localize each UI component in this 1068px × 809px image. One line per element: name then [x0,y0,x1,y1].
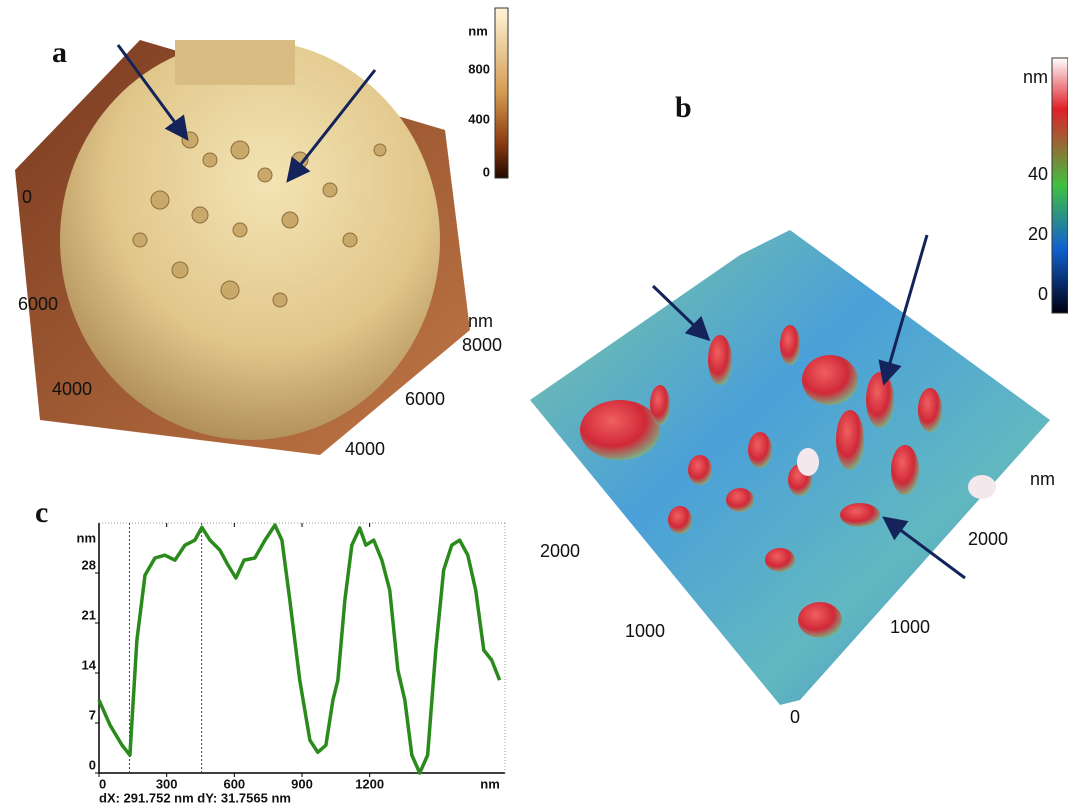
panel-label: a [52,36,67,69]
y-tick-label: 0 [89,757,96,772]
axis-tick: 4000 [52,379,92,399]
x-tick-label: 900 [291,776,313,791]
panel-b-image [530,57,1068,705]
colorbar-tick: 20 [1028,224,1048,244]
colorbar-tick: 40 [1028,164,1048,184]
axis-tick: 4000 [345,439,385,459]
axis-tick: 8000 [462,335,502,355]
axis-tick: 2000 [540,541,580,561]
annotation: dX: 291.752 nm dY: 31.7565 nm [99,790,291,805]
colorbar-tick: 0 [483,164,490,179]
x-tick-label: 1200 [355,776,384,791]
panel-label: b [675,91,692,124]
axis-unit: nm [468,311,493,331]
data-line [97,523,502,775]
x-tick-label: 0 [99,776,106,791]
x-unit: nm [480,776,500,791]
axis-tick: 0 [790,707,800,727]
line-chart: 0 7 14 21 28 0 300 600 900 1200 nm nm dX: 291.752 nm… [77,522,506,805]
axis-tick: 0 [22,187,32,207]
y-tick-label: 14 [82,657,97,672]
panel-label: c [35,496,48,529]
x-tick-label: 300 [156,776,178,791]
colorbar-unit: nm [468,23,488,38]
colorbar-unit: nm [1023,67,1048,87]
y-tick-label: 7 [89,707,96,722]
axis-tick: 6000 [405,389,445,409]
axis-tick: 6000 [18,294,58,314]
x-tick-label: 600 [223,776,245,791]
axis-tick: 2000 [968,529,1008,549]
y-tick-label: 28 [82,557,96,572]
axis-tick: 1000 [890,617,930,637]
y-unit: nm [77,530,97,545]
colorbar-tick: 400 [468,111,490,126]
panel-a-image [15,7,509,455]
axis-tick: 1000 [625,621,665,641]
axis-unit: nm [1030,469,1055,489]
colorbar-tick: 800 [468,61,490,76]
colorbar-tick: 0 [1038,284,1048,304]
y-tick-label: 21 [82,607,96,622]
